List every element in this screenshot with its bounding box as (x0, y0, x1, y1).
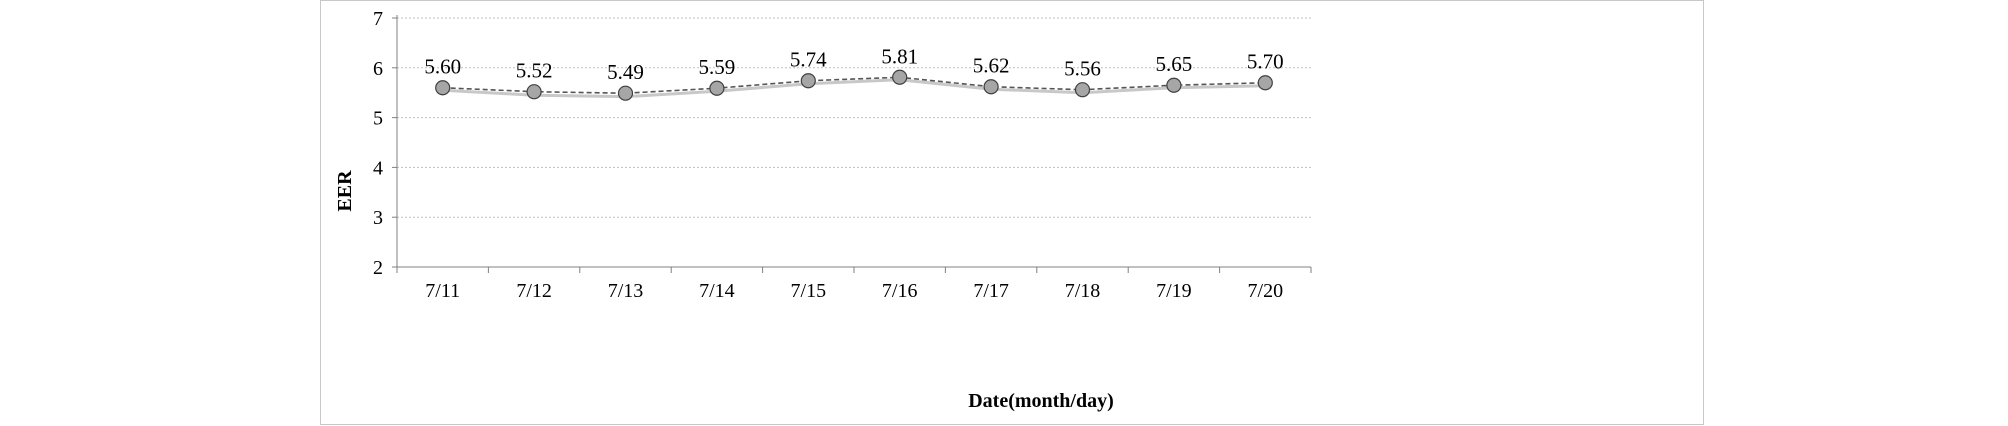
data-label: 5.70 (1247, 50, 1284, 74)
data-point (1166, 77, 1182, 93)
data-label: 5.56 (1064, 57, 1101, 81)
x-tick-label: 7/12 (516, 280, 552, 302)
data-label: 5.59 (699, 55, 736, 79)
data-point (617, 85, 634, 101)
y-tick-label: 5 (373, 108, 383, 130)
data-point (800, 73, 816, 89)
data-labels: 5.60 5.52 5.49 5.59 5.74 5.81 5.62 5.56 5.65 5.70 (424, 44, 1283, 84)
data-point (1074, 82, 1091, 98)
data-point (526, 84, 542, 100)
data-point (709, 80, 725, 96)
y-tick-label: 7 (373, 8, 383, 30)
data-label: 5.52 (516, 59, 553, 83)
y-tick-label: 6 (373, 58, 383, 80)
data-label: 5.74 (790, 48, 827, 72)
x-tick-label: 7/15 (791, 280, 827, 302)
data-markers (435, 69, 1273, 101)
series-line-secondary (442, 78, 1266, 99)
y-tick-label: 2 (373, 257, 383, 279)
x-tick-label: 7/13 (608, 280, 644, 302)
data-point (892, 69, 908, 85)
series-lines (442, 76, 1266, 99)
y-axis-title: EER (334, 170, 356, 212)
y-tick-label: 3 (373, 207, 383, 229)
x-tick-label: 7/18 (1065, 280, 1101, 302)
data-label: 5.62 (973, 54, 1010, 78)
data-label: 5.81 (881, 44, 918, 68)
data-point (1257, 75, 1273, 91)
x-tick-label: 7/14 (699, 280, 735, 302)
series-line-primary (442, 76, 1266, 94)
data-label: 5.60 (424, 55, 461, 79)
axes (392, 15, 1312, 273)
y-tick-label: 4 (373, 157, 383, 179)
y-tick-labels: 2 3 4 5 6 7 (373, 8, 383, 279)
x-axis-title: Date(month/day) (968, 390, 1114, 412)
x-tick-label: 7/20 (1248, 280, 1284, 302)
gridlines (397, 17, 1311, 218)
data-label: 5.65 (1156, 52, 1193, 76)
x-tick-label: 7/16 (882, 280, 918, 302)
x-tick-label: 7/19 (1156, 280, 1192, 302)
x-tick-labels: 7/11 7/12 7/13 7/14 7/15 7/16 7/17 7/18 7/19 7/20 (425, 280, 1283, 302)
data-label: 5.49 (607, 60, 644, 84)
x-tick-label: 7/11 (425, 280, 460, 302)
data-point (983, 79, 999, 95)
x-tick-label: 7/17 (973, 280, 1009, 302)
data-point (435, 80, 451, 96)
